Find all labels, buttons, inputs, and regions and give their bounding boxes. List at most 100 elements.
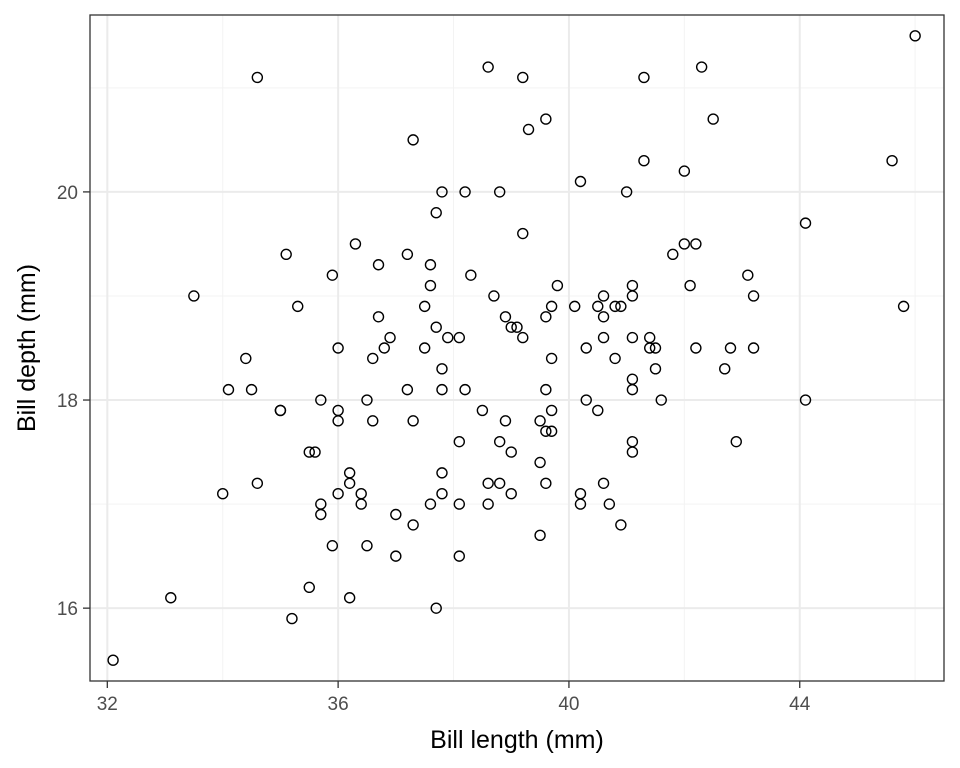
data-point	[217, 487, 229, 500]
grid-minor	[90, 15, 944, 681]
data-point	[603, 498, 616, 510]
data-point	[638, 154, 650, 167]
data-point	[522, 123, 535, 136]
data-point	[309, 446, 321, 458]
data-point	[574, 175, 587, 188]
data-point	[597, 290, 610, 302]
data-point	[332, 404, 344, 417]
data-point	[540, 383, 552, 396]
data-point	[517, 331, 529, 344]
data-point	[453, 331, 465, 344]
data-point	[897, 300, 910, 313]
y-tick-label: 16	[57, 599, 78, 620]
data-point	[424, 498, 437, 510]
y-tick-label: 18	[57, 391, 78, 412]
data-point	[690, 238, 702, 250]
data-point	[240, 352, 252, 365]
data-point	[245, 383, 258, 396]
data-point	[799, 394, 812, 406]
data-point	[476, 404, 489, 417]
data-point	[459, 383, 471, 396]
plot-panel-border	[89, 14, 945, 682]
data-point	[695, 61, 708, 73]
data-point	[649, 363, 662, 375]
data-point	[678, 238, 691, 250]
data-point	[493, 477, 506, 489]
data-point	[540, 425, 552, 437]
data-point	[384, 331, 396, 344]
data-point	[626, 435, 639, 448]
data-point	[597, 311, 610, 323]
data-point	[886, 154, 898, 167]
data-point	[188, 290, 200, 302]
data-point	[430, 321, 442, 333]
data-point	[707, 113, 719, 125]
data-point	[730, 435, 742, 448]
data-point	[597, 477, 610, 489]
data-point	[545, 404, 558, 417]
data-point	[580, 394, 592, 406]
data-point	[418, 342, 431, 354]
data-point	[303, 446, 315, 458]
x-axis-title: Bill length (mm)	[430, 726, 604, 754]
data-point	[540, 113, 552, 125]
data-point	[493, 186, 506, 198]
data-point	[390, 508, 402, 521]
data-point	[534, 415, 546, 427]
grid-major	[90, 15, 944, 681]
data-point	[545, 352, 558, 365]
data-point	[407, 134, 419, 146]
data-point	[551, 279, 564, 292]
data-point	[303, 581, 315, 594]
data-point	[424, 259, 437, 271]
data-point	[747, 290, 760, 302]
data-point	[609, 352, 621, 365]
data-point	[534, 529, 546, 542]
data-point	[493, 435, 506, 448]
data-point	[436, 186, 448, 198]
data-point	[222, 383, 235, 396]
x-tick-label: 36	[328, 694, 349, 715]
data-point	[326, 540, 339, 552]
data-point	[418, 300, 431, 313]
data-point	[909, 30, 921, 42]
data-point	[742, 269, 754, 281]
data-point	[165, 592, 177, 604]
data-point	[355, 487, 367, 500]
data-point	[292, 300, 304, 313]
data-point	[499, 311, 512, 323]
data-point	[499, 415, 512, 427]
data-point	[545, 300, 558, 313]
data-point	[343, 592, 356, 604]
data-point	[747, 342, 760, 354]
data-point	[678, 165, 691, 177]
data-point	[609, 300, 621, 313]
data-point	[580, 342, 592, 354]
data-point	[315, 394, 327, 406]
data-point	[505, 487, 517, 500]
data-point	[361, 394, 373, 406]
data-point	[390, 550, 402, 562]
data-point	[436, 363, 448, 375]
data-point	[684, 279, 696, 292]
data-point	[372, 259, 385, 271]
data-point	[107, 654, 119, 666]
data-point	[367, 415, 379, 427]
data-point	[505, 446, 517, 458]
data-points	[107, 30, 921, 666]
data-point	[442, 331, 454, 344]
x-axis: 32 36 40 44	[97, 681, 811, 715]
data-point	[401, 383, 414, 396]
data-point	[280, 248, 292, 261]
data-point	[724, 342, 737, 354]
data-point	[534, 456, 546, 469]
data-point	[459, 186, 471, 198]
data-point	[315, 498, 327, 510]
data-point	[482, 61, 494, 73]
x-tick-label: 32	[97, 694, 118, 715]
data-point	[505, 321, 517, 333]
y-tick-label: 20	[57, 183, 78, 204]
data-point	[655, 394, 667, 406]
